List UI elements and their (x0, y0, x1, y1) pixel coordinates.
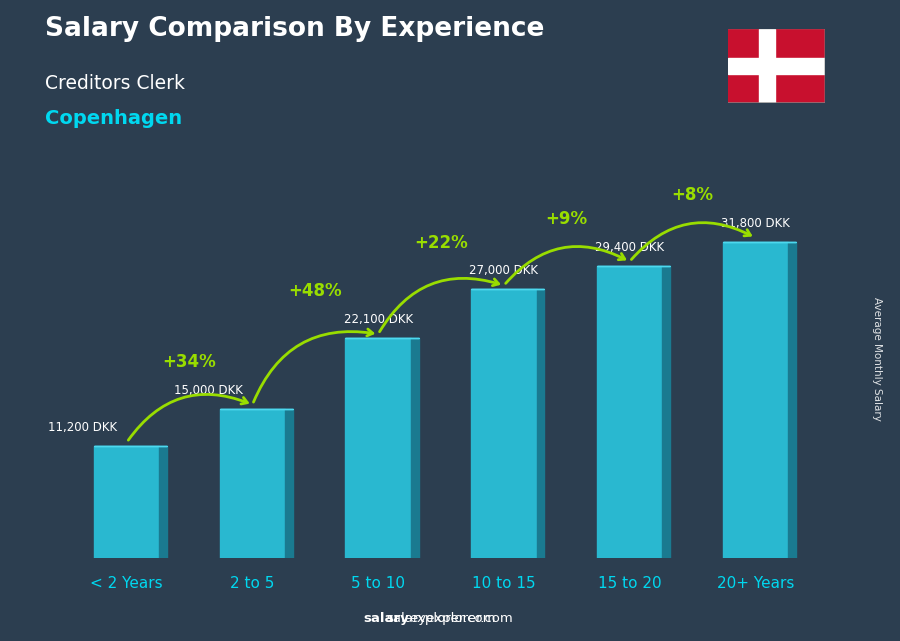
Bar (94, 446, 159, 558)
Text: 15,000 DKK: 15,000 DKK (174, 384, 243, 397)
Text: salaryexplorer.com: salaryexplorer.com (387, 612, 513, 625)
Text: 20+ Years: 20+ Years (716, 576, 794, 590)
Bar (788, 242, 796, 558)
Text: 2 to 5: 2 to 5 (230, 576, 274, 590)
Text: < 2 Years: < 2 Years (90, 576, 163, 590)
Bar (346, 338, 410, 558)
Bar (727, 58, 825, 74)
Text: 10 to 15: 10 to 15 (472, 576, 536, 590)
Text: 31,800 DKK: 31,800 DKK (721, 217, 789, 229)
Bar (536, 290, 544, 558)
Text: 22,100 DKK: 22,100 DKK (344, 313, 413, 326)
Text: salary: salary (428, 612, 473, 625)
Bar (285, 409, 293, 558)
Bar (159, 446, 167, 558)
Bar (410, 338, 419, 558)
Text: 27,000 DKK: 27,000 DKK (470, 265, 538, 278)
Bar (472, 290, 536, 558)
Text: +34%: +34% (163, 353, 216, 371)
Text: 5 to 10: 5 to 10 (351, 576, 405, 590)
Text: 15 to 20: 15 to 20 (598, 576, 662, 590)
Bar (220, 409, 285, 558)
Text: salary: salary (364, 612, 410, 625)
Text: +48%: +48% (289, 282, 342, 301)
Text: +22%: +22% (414, 234, 468, 252)
Text: Salary Comparison By Experience: Salary Comparison By Experience (45, 16, 544, 42)
Bar (597, 265, 662, 558)
Text: Creditors Clerk: Creditors Clerk (45, 74, 185, 93)
Text: 29,400 DKK: 29,400 DKK (595, 240, 664, 254)
Text: Copenhagen: Copenhagen (45, 109, 182, 128)
Text: +9%: +9% (545, 210, 588, 228)
Text: +8%: +8% (671, 186, 714, 204)
Text: explorer.com: explorer.com (410, 612, 496, 625)
Bar (723, 242, 788, 558)
Bar (662, 265, 670, 558)
Text: 11,200 DKK: 11,200 DKK (49, 422, 117, 435)
Bar (759, 29, 775, 103)
Text: Average Monthly Salary: Average Monthly Salary (872, 297, 883, 421)
